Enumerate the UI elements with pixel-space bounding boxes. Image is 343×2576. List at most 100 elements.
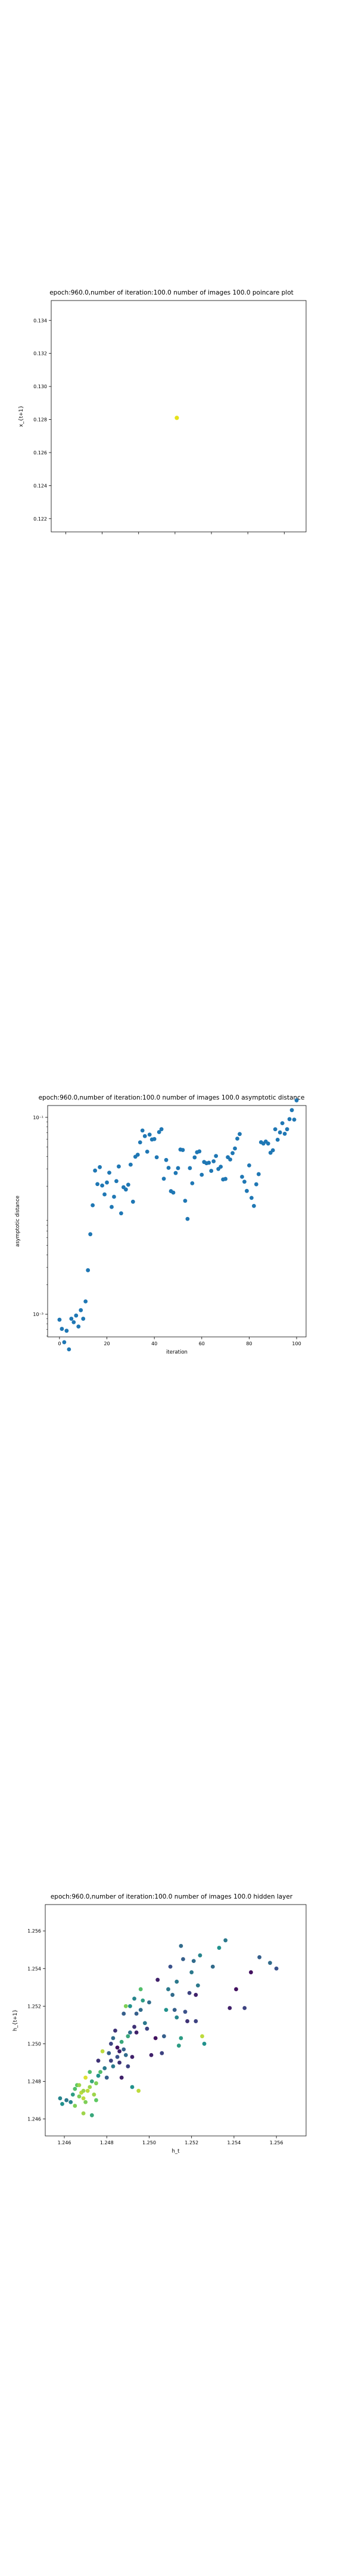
x-tick-label: 0.128 (168, 536, 182, 537)
data-point (112, 1194, 116, 1199)
data-point (114, 1179, 119, 1184)
data-point (88, 1232, 93, 1237)
data-point (138, 1987, 143, 1992)
data-point (170, 1993, 175, 1997)
data-point (68, 2100, 73, 2104)
x-tick-label: 0 (58, 1341, 61, 1346)
data-point (62, 1340, 67, 1345)
data-point (179, 1943, 183, 1948)
data-point (91, 1203, 95, 1208)
data-point (145, 1149, 149, 1154)
data-point (138, 1140, 142, 1145)
data-point (202, 2042, 207, 2046)
data-point (185, 2019, 189, 2023)
x-tick-label: 80 (246, 1341, 252, 1346)
y-tick-label: 0.128 (33, 417, 47, 423)
data-point (223, 1176, 228, 1181)
data-point (117, 1164, 121, 1169)
data-point (198, 1953, 202, 1958)
data-point (111, 2036, 116, 2041)
data-point (214, 1154, 219, 1159)
data-point (155, 1977, 160, 1982)
x-tick-label: 0.130 (205, 536, 219, 537)
x-tick-label: 1.250 (142, 2140, 156, 2145)
data-point (166, 1166, 171, 1170)
x-tick-label: 60 (199, 1341, 205, 1346)
data-point (81, 2111, 86, 2116)
data-point (140, 1128, 145, 1133)
data-point (273, 1127, 277, 1132)
y-tick-label: 0.124 (33, 483, 47, 488)
data-point (270, 1148, 275, 1153)
data-point (81, 1317, 86, 1321)
data-point (115, 2045, 120, 2050)
data-point (130, 2085, 135, 2089)
x-tick-label: 1.246 (58, 2140, 71, 2145)
data-point (93, 1168, 98, 1173)
data-point (119, 2075, 124, 2080)
data-point (95, 1182, 100, 1187)
data-point (164, 1157, 169, 1162)
data-point (100, 1183, 104, 1188)
data-point (111, 2064, 116, 2069)
data-point (119, 1211, 123, 1216)
data-point (147, 2000, 151, 2005)
data-point (145, 2026, 149, 2031)
data-point (96, 2058, 101, 2063)
data-point (153, 2036, 158, 2041)
data-point (108, 2042, 113, 2046)
data-point (102, 1192, 107, 1197)
data-point (277, 1130, 282, 1135)
data-point (168, 1964, 173, 1969)
data-point (194, 2019, 198, 2023)
data-point (154, 1155, 159, 1160)
y-tick-label: 10⁻³ (33, 1312, 43, 1317)
data-point (181, 1957, 185, 1961)
data-point (176, 2044, 181, 2048)
asymptotic-distance-chart: epoch:960.0,number of iteration:100.0 nu… (0, 1079, 343, 1360)
data-point (207, 1160, 211, 1165)
y-tick-label: 0.122 (33, 516, 47, 522)
data-point (123, 2004, 128, 2008)
data-point (132, 1996, 136, 2001)
data-point (76, 1324, 81, 1329)
x-tick-label: 1.256 (270, 2140, 283, 2145)
data-point (257, 1955, 262, 1959)
data-point (254, 1182, 258, 1187)
data-point (266, 1141, 270, 1146)
data-point (115, 2055, 120, 2059)
x-tick-label: 20 (104, 1341, 110, 1346)
y-tick-label: 1.246 (27, 2117, 41, 2122)
y-tick-label: 1.248 (27, 2079, 41, 2085)
data-point (138, 2008, 143, 2012)
data-point (130, 1199, 135, 1204)
data-point (238, 1132, 242, 1137)
data-point (79, 1308, 83, 1312)
data-point (126, 2034, 130, 2039)
data-point (142, 2021, 147, 2026)
y-tick-label: 0.126 (33, 450, 47, 456)
y-tick-label: 10⁻¹ (33, 1115, 43, 1120)
data-point (71, 1320, 76, 1324)
data-point (235, 1137, 239, 1141)
data-point (100, 2049, 105, 2054)
data-point (58, 2096, 63, 2101)
y-tick-label: 1.256 (27, 1928, 41, 1934)
data-point (223, 1938, 228, 1943)
data-point (174, 2015, 179, 2020)
data-point (289, 1108, 294, 1113)
data-point (209, 1169, 214, 1173)
data-point (126, 1182, 130, 1187)
data-point (98, 2070, 102, 2075)
data-point (121, 2011, 126, 2016)
data-point (123, 2052, 128, 2057)
data-point (94, 2081, 98, 2086)
data-point (233, 1146, 237, 1151)
data-point (285, 1127, 289, 1132)
data-point (173, 1171, 178, 1175)
data-point (105, 1180, 109, 1185)
data-point (152, 1137, 157, 1141)
x-tick-label: 0.132 (241, 536, 255, 537)
data-point (67, 1347, 71, 1352)
data-point (147, 1132, 152, 1137)
